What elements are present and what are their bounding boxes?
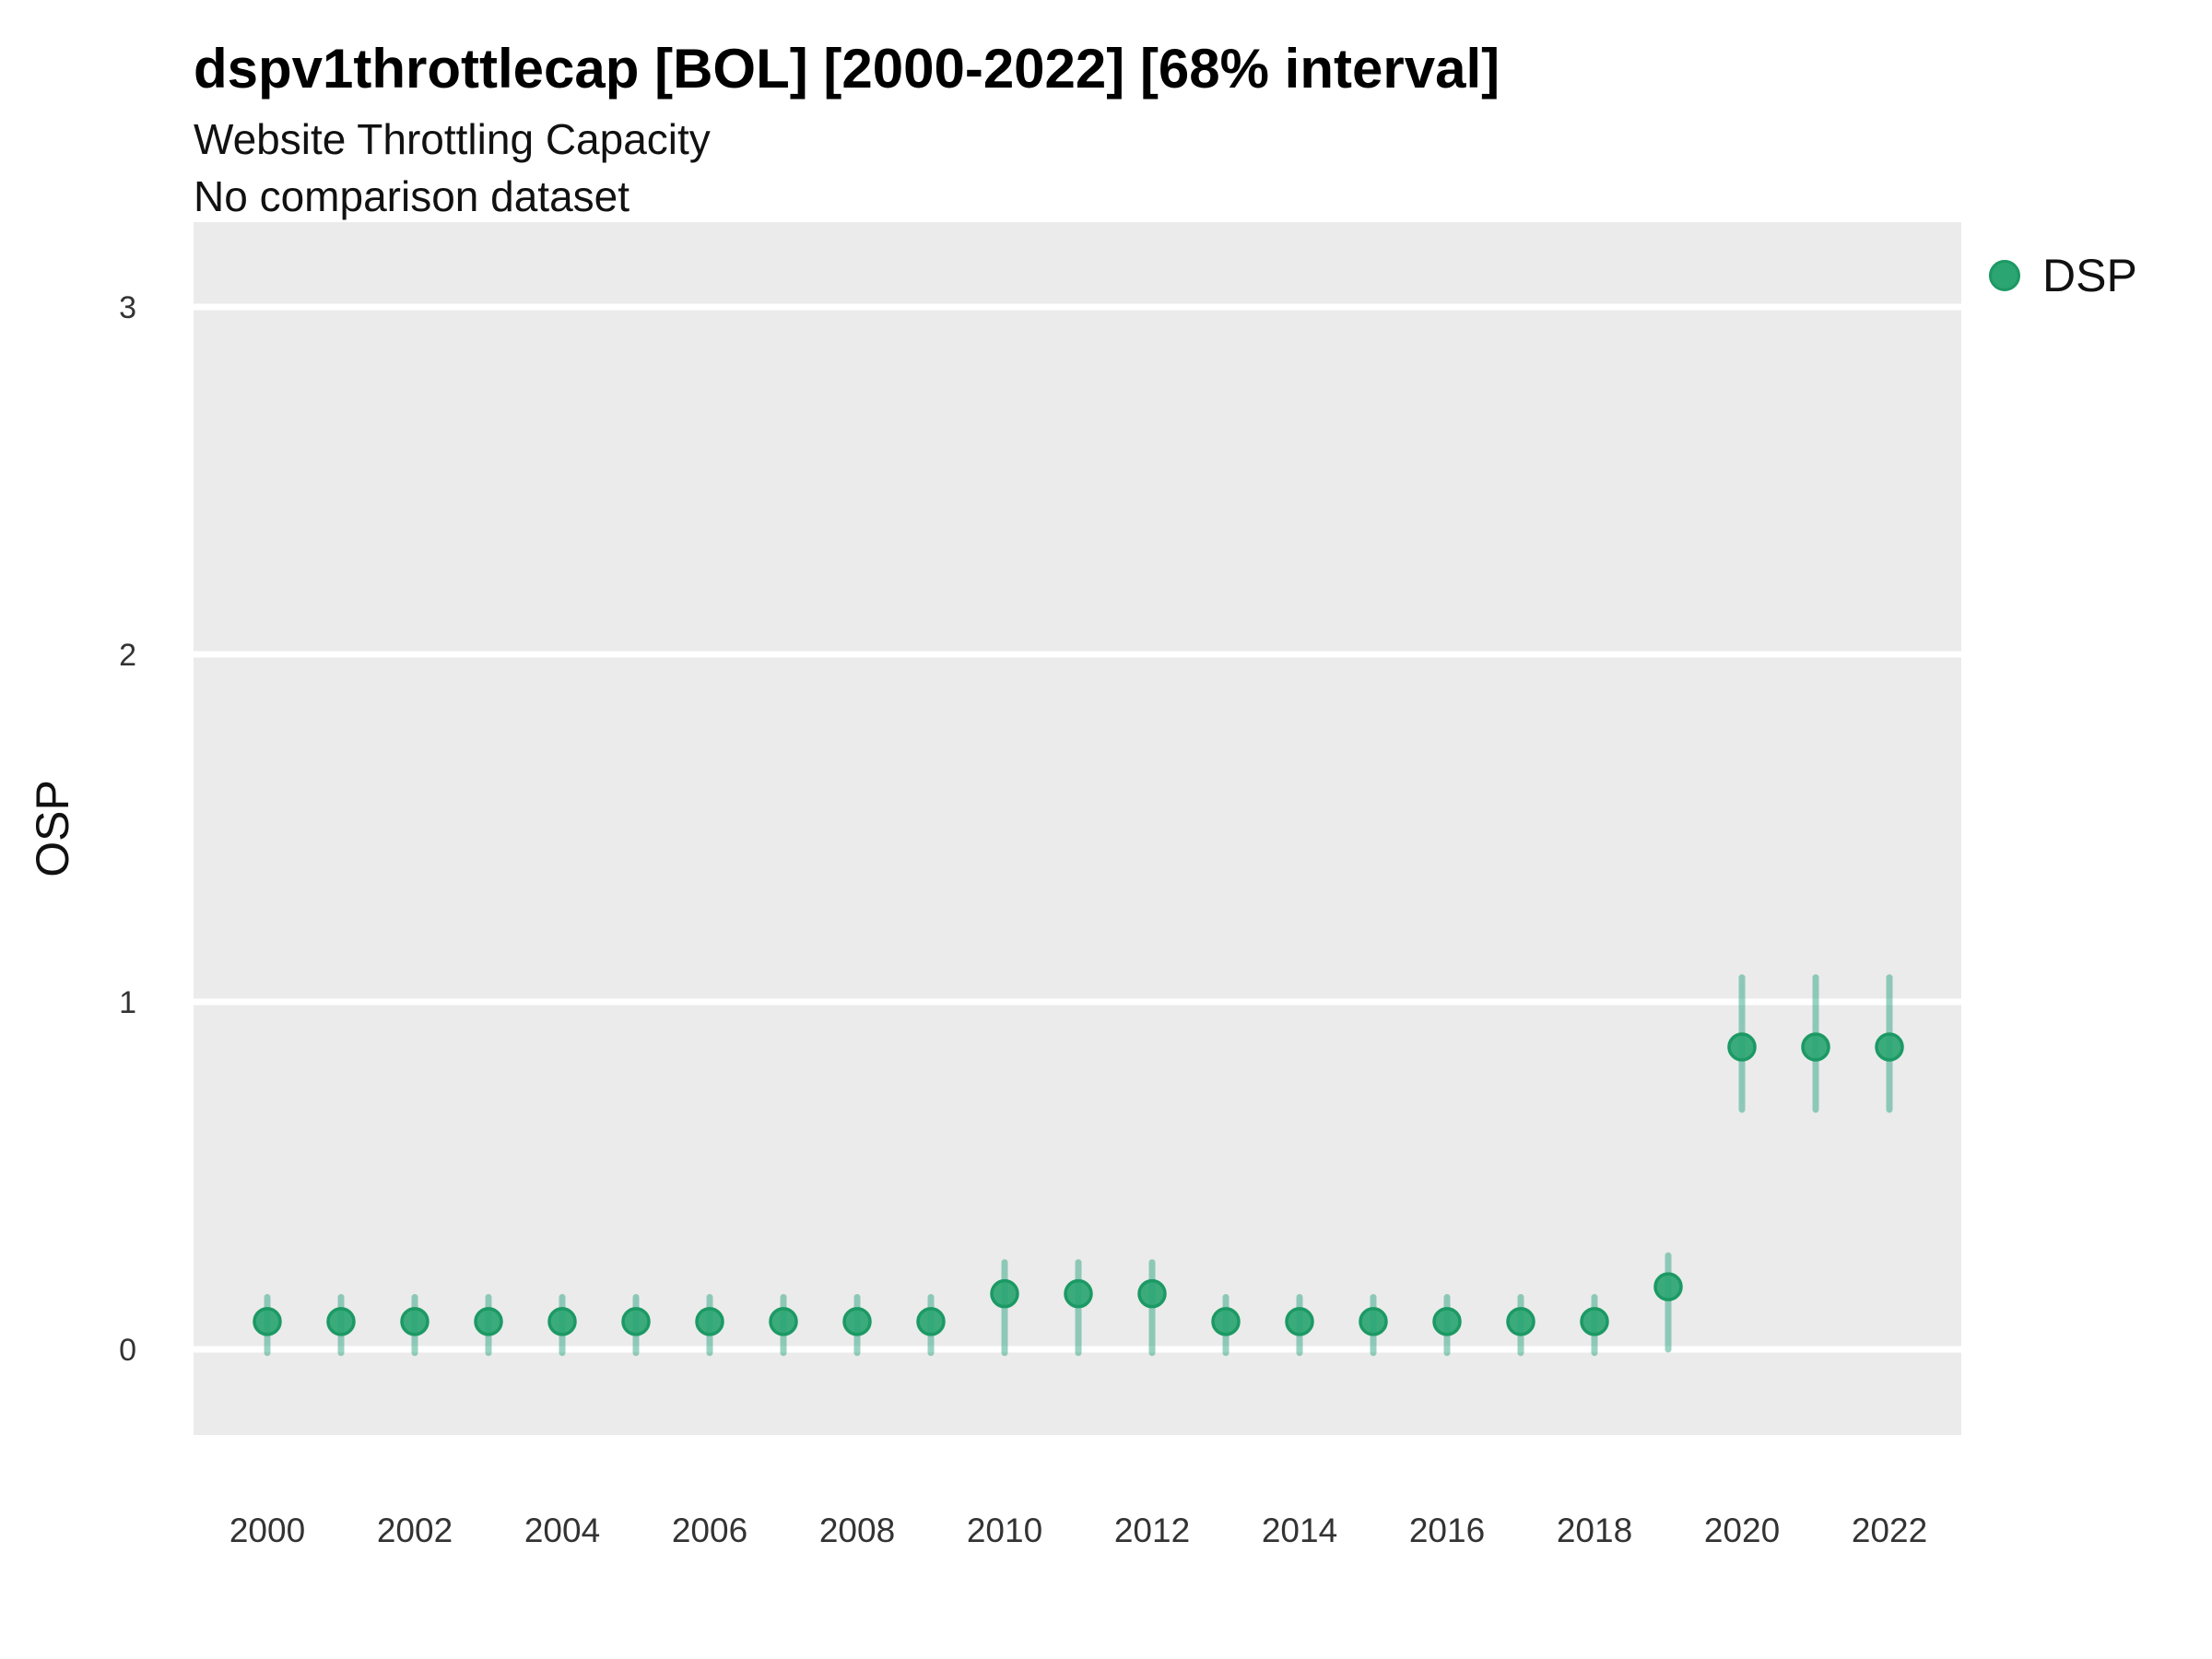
x-tick-label-2012: 2012	[1114, 1512, 1190, 1549]
data-point-2005	[621, 1307, 651, 1336]
y-tick-label-0: 0	[119, 1333, 136, 1368]
data-point-2003	[474, 1307, 503, 1336]
data-point-2007	[769, 1307, 798, 1336]
legend: DSP	[1989, 249, 2137, 302]
y-tick-label-1: 1	[119, 985, 136, 1020]
x-tick-label-2022: 2022	[1852, 1512, 1927, 1549]
data-point-2021	[1801, 1032, 1830, 1062]
legend-label-dsp: DSP	[2042, 250, 2137, 301]
chart-note: No comparison dataset	[194, 172, 630, 220]
chart-title: dspv1throttlecap [BOL] [2000-2022] [68% …	[194, 38, 1500, 100]
x-tick-label-2016: 2016	[1409, 1512, 1485, 1549]
data-point-2015	[1359, 1307, 1388, 1336]
data-point-2018	[1580, 1307, 1609, 1336]
x-tick-label-2014: 2014	[1262, 1512, 1337, 1549]
data-point-2010	[990, 1278, 1019, 1309]
data-point-2001	[326, 1307, 356, 1336]
data-point-2002	[400, 1307, 429, 1336]
data-point-2004	[547, 1307, 577, 1336]
x-tick-label-2008: 2008	[819, 1512, 895, 1549]
x-tick-label-2006: 2006	[672, 1512, 747, 1549]
data-point-2006	[695, 1307, 724, 1336]
plot-panel	[194, 222, 1961, 1435]
data-point-2022	[1875, 1032, 1904, 1062]
data-point-2013	[1211, 1307, 1241, 1336]
x-tick-label-2002: 2002	[377, 1512, 453, 1549]
data-point-2008	[842, 1307, 872, 1336]
data-point-2009	[916, 1307, 946, 1336]
data-point-2019	[1653, 1272, 1683, 1301]
x-tick-label-2020: 2020	[1704, 1512, 1780, 1549]
data-point-2020	[1727, 1032, 1757, 1062]
x-tick-label-2018: 2018	[1557, 1512, 1632, 1549]
data-point-2000	[253, 1307, 282, 1336]
data-point-2011	[1064, 1278, 1093, 1309]
x-tick-label-2000: 2000	[229, 1512, 305, 1549]
y-tick-label-3: 3	[119, 290, 136, 325]
y-axis-title: OSP	[27, 780, 78, 877]
legend-dot-icon	[1989, 260, 2020, 291]
data-point-2012	[1137, 1278, 1167, 1309]
data-point-2017	[1506, 1307, 1535, 1336]
data-point-2014	[1285, 1307, 1314, 1336]
data-point-2016	[1432, 1307, 1462, 1336]
x-tick-label-2004: 2004	[524, 1512, 600, 1549]
y-tick-label-2: 2	[119, 638, 136, 673]
chart-subtitle: Website Throttling Capacity	[194, 115, 711, 163]
x-tick-label-2010: 2010	[967, 1512, 1042, 1549]
